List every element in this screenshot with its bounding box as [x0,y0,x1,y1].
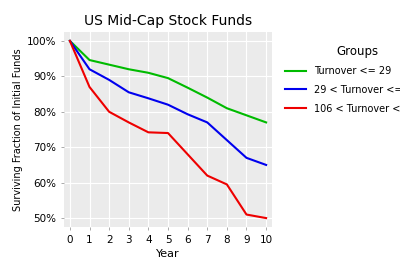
29 < Turnover <= 106 [107,78,112,81]
106 < Turnover <= 689 [205,174,210,177]
Title: US Mid-Cap Stock Funds: US Mid-Cap Stock Funds [84,14,252,28]
106 < Turnover <= 689 [185,153,190,156]
29 < Turnover <= 106 [185,113,190,116]
106 < Turnover <= 689 [224,183,229,186]
106 < Turnover <= 689 [264,217,268,220]
Line: Turnover <= 29: Turnover <= 29 [70,41,266,122]
29 < Turnover <= 106 [68,39,72,42]
Turnover <= 29 [68,39,72,42]
X-axis label: Year: Year [156,249,180,259]
106 < Turnover <= 689 [244,213,249,216]
Turnover <= 29 [107,63,112,66]
Y-axis label: Surviving Fraction of Initial Funds: Surviving Fraction of Initial Funds [13,48,23,211]
29 < Turnover <= 106 [87,68,92,71]
Turnover <= 29 [185,86,190,89]
106 < Turnover <= 689 [166,131,170,135]
Legend: Turnover <= 29, 29 < Turnover <= 106, 106 < Turnover <= 689: Turnover <= 29, 29 < Turnover <= 106, 10… [281,41,400,118]
Line: 29 < Turnover <= 106: 29 < Turnover <= 106 [70,41,266,165]
Turnover <= 29 [146,71,151,74]
Turnover <= 29 [126,68,131,71]
Turnover <= 29 [244,114,249,117]
29 < Turnover <= 106 [244,156,249,159]
29 < Turnover <= 106 [205,121,210,124]
Line: 106 < Turnover <= 689: 106 < Turnover <= 689 [70,41,266,218]
29 < Turnover <= 106 [264,163,268,167]
Turnover <= 29 [166,77,170,80]
106 < Turnover <= 689 [146,131,151,134]
106 < Turnover <= 689 [87,85,92,89]
Turnover <= 29 [264,121,268,124]
Turnover <= 29 [205,96,210,99]
106 < Turnover <= 689 [126,121,131,124]
106 < Turnover <= 689 [107,110,112,113]
29 < Turnover <= 106 [126,91,131,94]
29 < Turnover <= 106 [224,139,229,142]
29 < Turnover <= 106 [166,103,170,106]
29 < Turnover <= 106 [146,97,151,100]
106 < Turnover <= 689 [68,39,72,42]
Turnover <= 29 [87,58,92,62]
Turnover <= 29 [224,107,229,110]
